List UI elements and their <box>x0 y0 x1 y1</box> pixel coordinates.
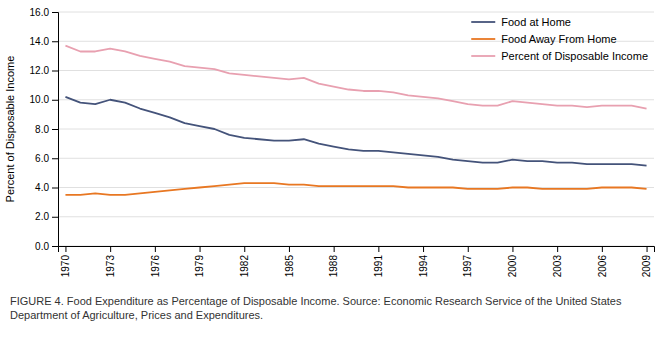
x-tick-mark <box>557 246 558 252</box>
chart: 1970 1973 1976 1979 1982 1985 1988 1991 1994 1997… <box>0 0 668 290</box>
y-tick: 10.0 <box>30 94 58 105</box>
legend-label: Percent of Disposable Income <box>501 50 648 62</box>
x-tick-mark <box>468 246 469 252</box>
legend-swatch <box>471 38 495 40</box>
x-tick-label: 2006 <box>597 255 608 278</box>
grid-line <box>58 187 654 188</box>
grid-line <box>58 99 654 100</box>
legend-item: Food at Home <box>471 16 571 28</box>
x-tick: 1988 <box>328 246 339 277</box>
y-tick-label: 8.0 <box>35 124 49 135</box>
grid-line <box>58 129 654 130</box>
x-tick: 1979 <box>194 246 205 277</box>
y-tick-mark <box>52 41 58 42</box>
y-axis-title: Percent of Disposable Income <box>4 56 16 203</box>
y-tick-label: 2.0 <box>35 211 49 222</box>
y-axis: 0.0 2.0 4.0 6.0 8.0 10.0 12.0 14.0 16.0 <box>30 7 59 252</box>
y-tick-mark <box>52 129 58 130</box>
x-tick: 1973 <box>105 246 116 277</box>
x-tick: 2000 <box>507 246 518 277</box>
y-tick: 6.0 <box>35 153 58 164</box>
y-tick-mark <box>52 12 58 13</box>
x-tick-label: 1979 <box>194 255 205 278</box>
x-tick-label: 1976 <box>150 255 161 278</box>
y-tick-mark <box>52 100 58 101</box>
legend-item: Food Away From Home <box>471 33 616 45</box>
x-tick-label: 2009 <box>641 255 652 278</box>
y-tick-mark <box>52 158 58 159</box>
x-tick: 1982 <box>239 246 250 277</box>
x-tick-mark <box>155 246 156 252</box>
y-tick: 4.0 <box>35 182 58 193</box>
y-tick-mark <box>52 71 58 72</box>
x-tick-label: 2000 <box>507 255 518 278</box>
y-tick: 2.0 <box>35 211 58 222</box>
legend-swatch <box>471 55 495 57</box>
y-axis-line <box>52 13 59 247</box>
x-tick: 1997 <box>462 246 473 277</box>
x-tick: 1976 <box>150 246 161 277</box>
x-tick-mark <box>110 246 111 252</box>
grid-line <box>58 12 654 13</box>
y-tick: 14.0 <box>30 36 58 47</box>
x-tick-label: 1982 <box>239 255 250 278</box>
x-tick-label: 1985 <box>284 255 295 278</box>
y-tick: 8.0 <box>35 124 58 135</box>
x-tick-label: 1988 <box>328 255 339 278</box>
x-tick: 1970 <box>60 246 71 277</box>
x-tick-label: 2003 <box>552 255 563 278</box>
series-group <box>65 46 646 195</box>
grid-line <box>58 158 654 159</box>
y-tick-label: 0.0 <box>35 241 49 252</box>
y-tick-label: 14.0 <box>30 36 50 47</box>
y-tick-label: 4.0 <box>35 182 49 193</box>
grid-line <box>58 70 654 71</box>
x-tick: 1994 <box>418 246 429 277</box>
x-tick-mark <box>334 246 335 252</box>
x-tick-mark <box>244 246 245 252</box>
x-tick-label: 1973 <box>105 255 116 278</box>
x-axis-line <box>59 247 655 253</box>
legend: Food at Home Food Away From Home Percent o… <box>471 16 648 62</box>
series-line <box>65 183 646 195</box>
x-tick-mark <box>647 246 648 252</box>
y-tick-label: 6.0 <box>35 153 49 164</box>
legend-swatch <box>471 21 495 23</box>
x-tick: 1985 <box>284 246 295 277</box>
x-tick-label: 1970 <box>60 255 71 278</box>
x-tick: 2009 <box>641 246 652 277</box>
x-tick-mark <box>423 246 424 252</box>
y-tick: 0.0 <box>35 241 58 252</box>
legend-label: Food Away From Home <box>501 33 616 45</box>
x-tick-mark <box>602 246 603 252</box>
caption: FIGURE 4. Food Expenditure as Percentage… <box>0 290 668 322</box>
x-tick: 2003 <box>552 246 563 277</box>
plot: 1970 1973 1976 1979 1982 1985 1988 1991 1994 1997… <box>30 7 655 278</box>
x-tick-label: 1997 <box>462 255 473 278</box>
legend-label: Food at Home <box>501 16 571 28</box>
x-tick-mark <box>200 246 201 252</box>
x-tick-label: 1991 <box>373 255 384 278</box>
grid <box>58 12 654 246</box>
x-axis: 1970 1973 1976 1979 1982 1985 1988 1991 1994 1997… <box>59 246 655 277</box>
y-tick-mark <box>52 188 58 189</box>
legend-item: Percent of Disposable Income <box>471 50 648 62</box>
x-tick-mark <box>378 246 379 252</box>
grid-line <box>58 216 654 217</box>
series-line <box>65 97 646 166</box>
y-tick-mark <box>52 217 58 218</box>
x-tick-mark <box>512 246 513 252</box>
y-tick: 16.0 <box>30 7 58 18</box>
y-tick-label: 12.0 <box>30 65 50 76</box>
y-tick-label: 16.0 <box>30 7 50 18</box>
y-tick-label: 10.0 <box>30 94 50 105</box>
x-tick-mark <box>289 246 290 252</box>
x-tick-mark <box>65 246 66 252</box>
y-tick-mark <box>52 246 58 247</box>
x-tick: 1991 <box>373 246 384 277</box>
x-tick: 2006 <box>597 246 608 277</box>
x-tick-label: 1994 <box>418 255 429 278</box>
y-tick: 12.0 <box>30 65 58 76</box>
